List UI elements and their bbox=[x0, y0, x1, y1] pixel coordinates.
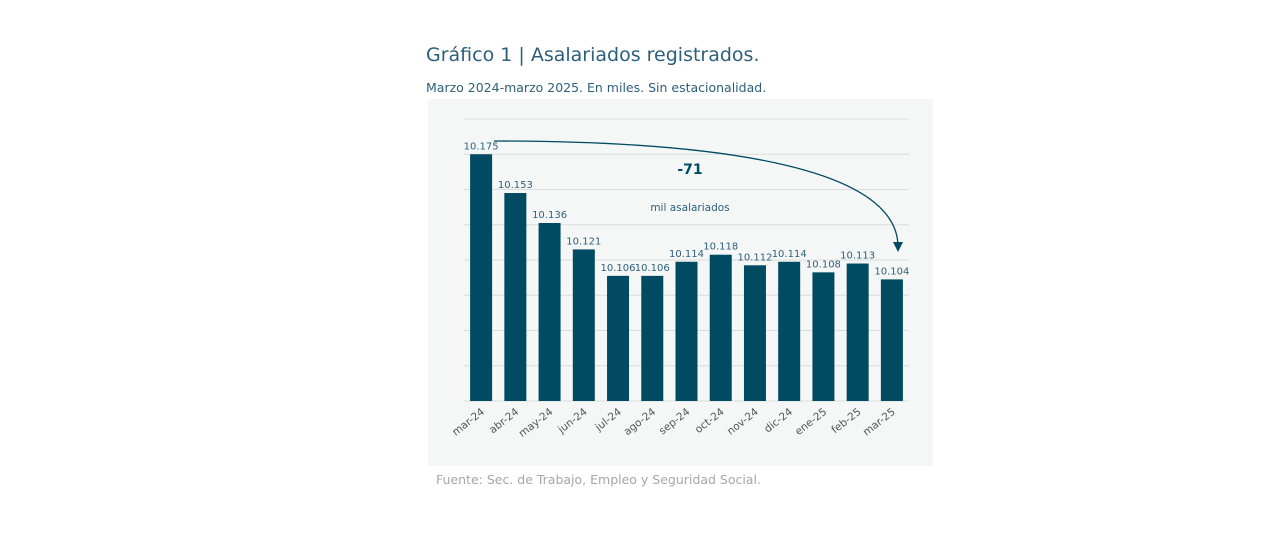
bar-value-label: 10.121 bbox=[566, 236, 601, 247]
x-tick-label: mar-25 bbox=[861, 406, 898, 439]
x-tick-label: ago-24 bbox=[622, 406, 659, 438]
x-tick-label: feb-25 bbox=[829, 406, 863, 436]
bar-value-label: 10.114 bbox=[669, 249, 704, 260]
x-tick-label: oct-24 bbox=[693, 406, 727, 436]
bar-value-label: 10.106 bbox=[601, 263, 636, 274]
bar-value-label: 10.112 bbox=[737, 252, 772, 263]
bar-value-label: 10.118 bbox=[703, 242, 738, 253]
chart-title: Gráfico 1 | Asalariados registrados. bbox=[426, 44, 760, 66]
x-tick-label: may-24 bbox=[517, 406, 556, 440]
bar-sep-24 bbox=[675, 261, 698, 401]
bar-value-label: 10.136 bbox=[532, 210, 567, 221]
x-tick-label: mar-24 bbox=[450, 406, 487, 439]
bar-jun-24 bbox=[572, 249, 595, 401]
x-tick-label: dic-24 bbox=[762, 406, 795, 436]
drop-arrow bbox=[493, 140, 903, 252]
bar-value-label: 10.113 bbox=[840, 251, 875, 262]
bar-value-label: 10.114 bbox=[772, 249, 807, 260]
bar-dic-24 bbox=[778, 261, 801, 401]
bar-value-label: 10.106 bbox=[635, 263, 670, 274]
source-note: Fuente: Sec. de Trabajo, Empleo y Seguri… bbox=[436, 472, 761, 487]
bar-jul-24 bbox=[607, 275, 630, 401]
x-tick-label: jul-24 bbox=[592, 406, 624, 435]
bar-mar-25 bbox=[880, 279, 903, 401]
bar-chart: 10.175 10.153 10.136 10.121 10.106 10.106 10.1… bbox=[450, 118, 909, 440]
x-tick-label: jun-24 bbox=[555, 406, 590, 437]
bar-abr-24 bbox=[504, 193, 527, 401]
bar-oct-24 bbox=[709, 254, 732, 401]
bar-may-24 bbox=[538, 222, 561, 401]
x-tick-label: abr-24 bbox=[487, 406, 521, 437]
bar-ene-25 bbox=[812, 272, 835, 401]
bar-ago-24 bbox=[641, 275, 664, 401]
x-tick-label: nov-24 bbox=[725, 406, 761, 438]
chart-subtitle: Marzo 2024-marzo 2025. En miles. Sin est… bbox=[426, 80, 767, 95]
annotation-value: -71 bbox=[677, 162, 702, 178]
bar-value-label: 10.108 bbox=[806, 259, 841, 270]
bar-value-label: 10.104 bbox=[874, 266, 909, 277]
bar-mar-24 bbox=[470, 154, 493, 401]
bar-nov-24 bbox=[743, 265, 766, 401]
bar-value-label: 10.153 bbox=[498, 180, 533, 191]
x-tick-label: ene-25 bbox=[793, 406, 829, 438]
bar-value-label: 10.175 bbox=[464, 141, 499, 152]
annotation-caption: mil asalariados bbox=[650, 202, 729, 214]
chart-panel: 10.175 10.153 10.136 10.121 10.106 10.106 10.1… bbox=[428, 99, 933, 466]
bar-feb-25 bbox=[846, 263, 869, 401]
x-tick-label: sep-24 bbox=[657, 406, 693, 438]
